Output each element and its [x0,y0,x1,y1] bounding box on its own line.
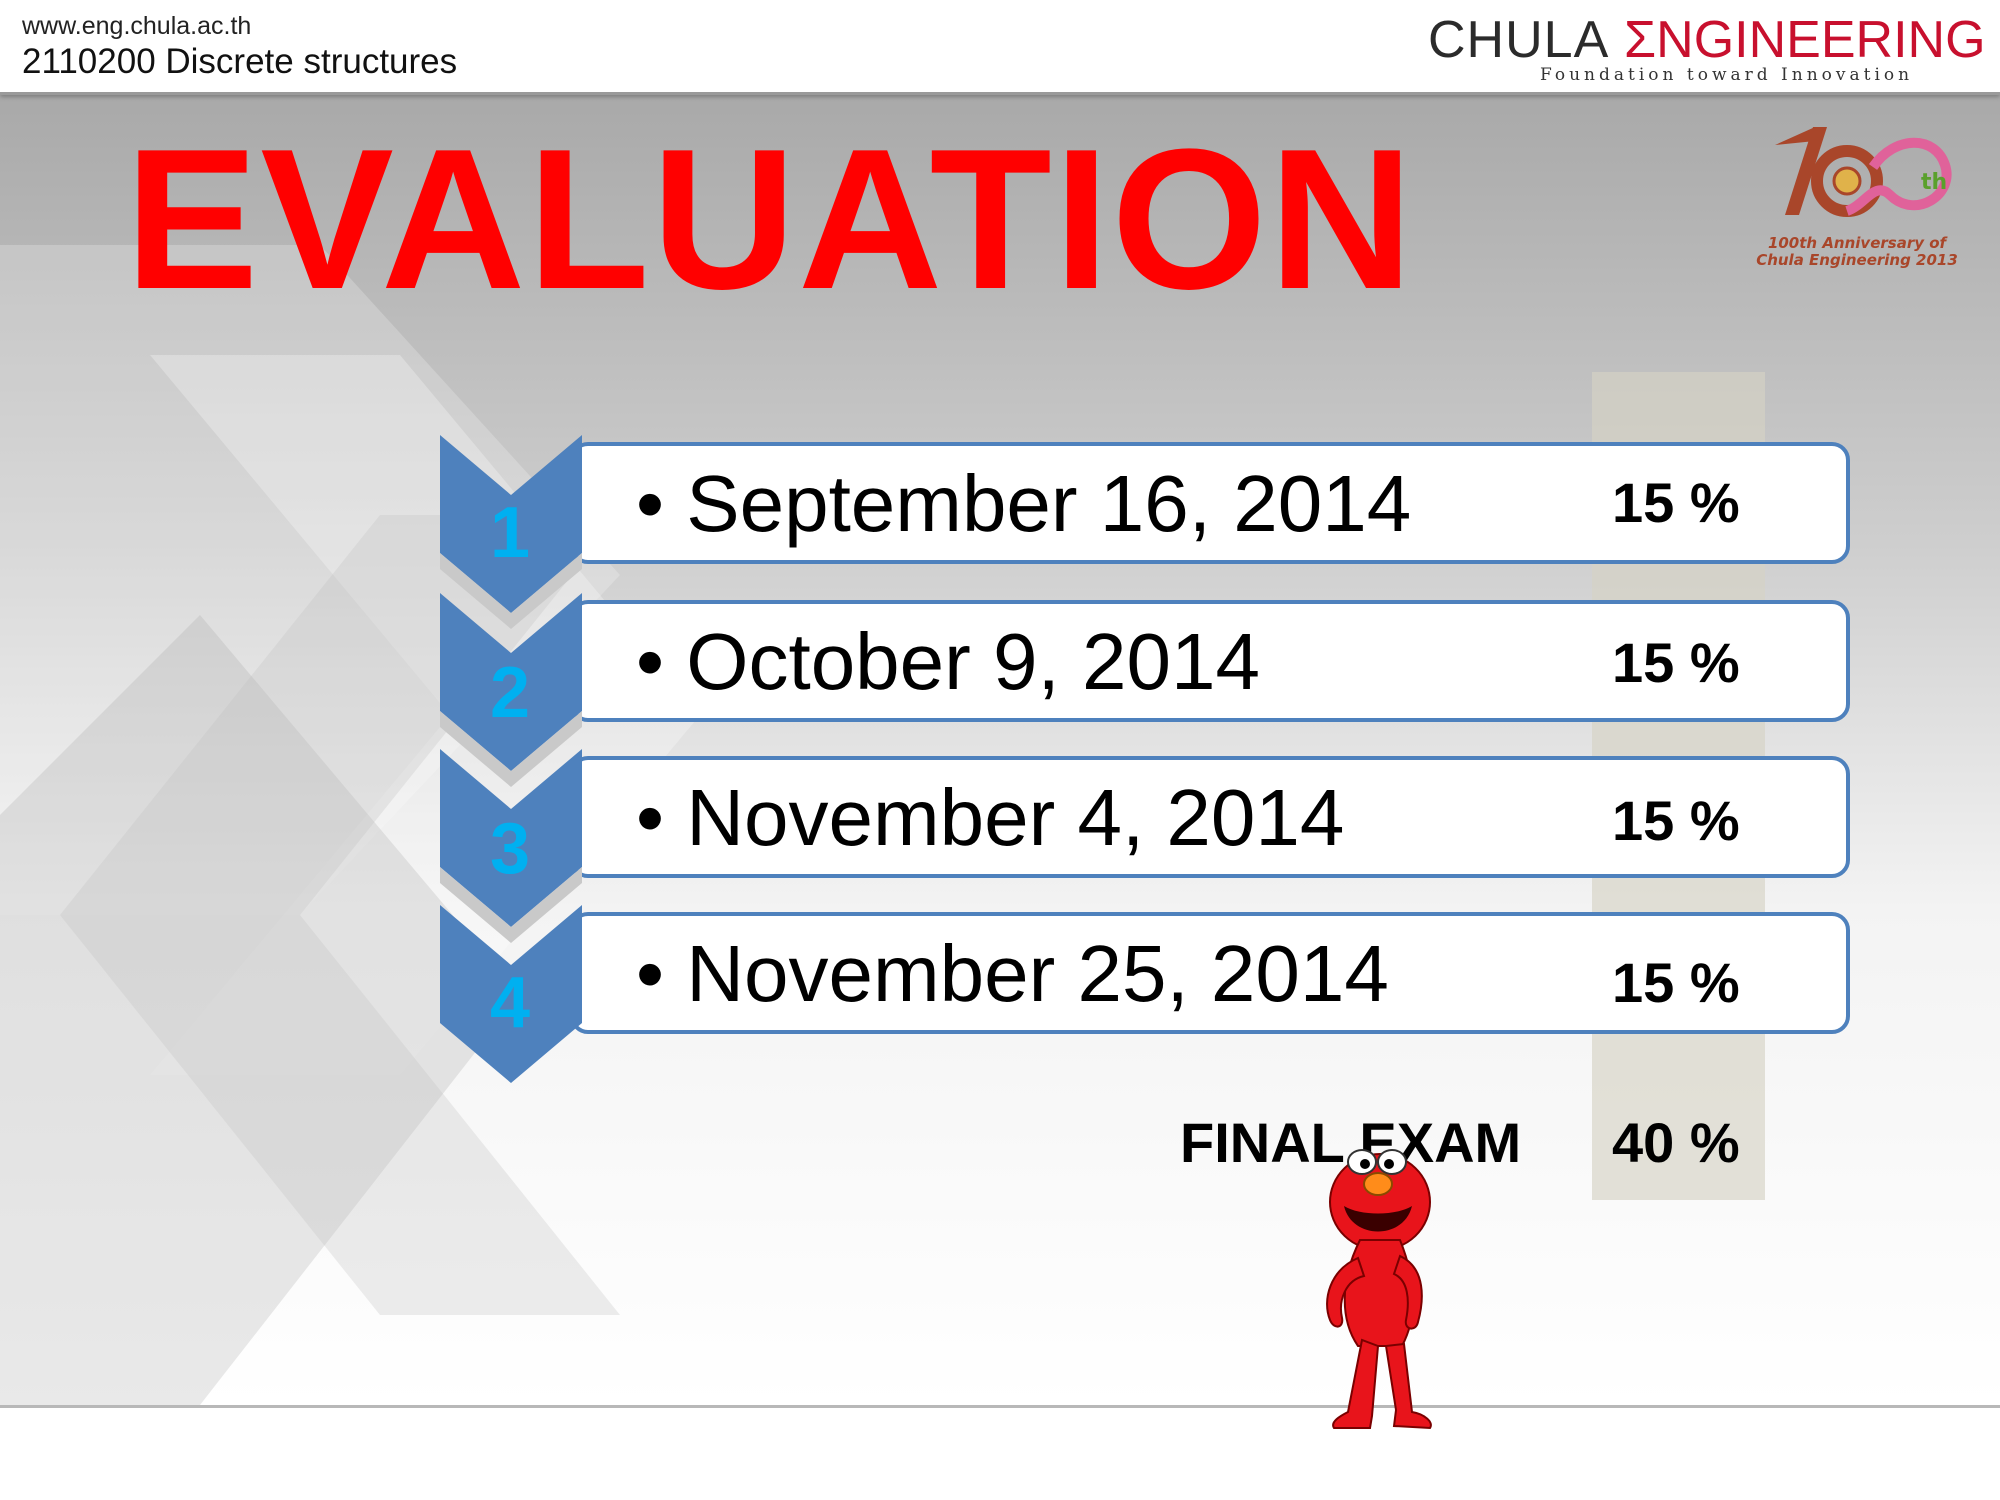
anniversary-caption: 100th Anniversary of Chula Engineering 2… [1747,235,1967,269]
anniversary-caption-line2: Chula Engineering 2013 [1756,251,1958,269]
exam-date: November 25, 2014 [686,929,1389,1018]
weight-value: 15 % [1612,631,1740,694]
list-item: • October 9, 2014 [570,600,1850,722]
weight-value: 15 % [1612,789,1740,852]
weight-value: 15 % [1612,471,1740,534]
chevron-2 [440,593,582,771]
chevron-1 [440,435,582,613]
anniversary-logo: th 100th Anniversary of Chula Engineerin… [1735,115,1975,285]
list-item: • September 16, 2014 [570,442,1850,564]
footer-divider [0,1405,2000,1408]
chevron-3 [440,749,582,927]
exam-date-label: • November 25, 2014 [636,929,1389,1018]
anniversary-emblem-icon: th [1775,127,1952,217]
final-exam-weight: 40 % [1612,1111,1740,1174]
site-url[interactable]: www.eng.chula.ac.th [22,12,252,40]
elmo-mascot-icon [1326,1149,1432,1430]
brand-chula-text: CHULA [1428,11,1610,69]
exam-date-label: • September 16, 2014 [636,459,1412,548]
step-number: 1 [489,493,531,573]
anniversary-th-mark: th [1921,170,1947,195]
brand-engineering-text: ƩNGINEERING [1624,11,1986,69]
step-number: 4 [489,963,531,1043]
chula-engineering-logo: CHULA ƩNGINEERING Foundation toward Inno… [1428,10,1988,90]
exam-date: November 4, 2014 [686,773,1345,862]
brand-tagline: Foundation toward Innovation [1540,65,1914,85]
exam-date: September 16, 2014 [686,459,1412,548]
exam-date-label: • October 9, 2014 [636,617,1260,706]
step-number: 2 [489,653,531,733]
header-bar: www.eng.chula.ac.th 2110200 Discrete str… [0,0,2000,95]
exam-date-label: • November 4, 2014 [636,773,1345,862]
list-item: • November 25, 2014 [570,912,1850,1034]
chevron-4 [440,905,582,1083]
weight-value: 15 % [1612,951,1740,1014]
slide-title: EVALUATION [125,108,1416,331]
anniversary-caption-line1: 100th Anniversary of [1767,234,1947,252]
exam-date: October 9, 2014 [686,617,1260,706]
list-item: • November 4, 2014 [570,756,1850,878]
step-number: 3 [489,809,531,889]
step-chevrons [440,435,582,1083]
course-title: 2110200 Discrete structures [22,42,458,81]
